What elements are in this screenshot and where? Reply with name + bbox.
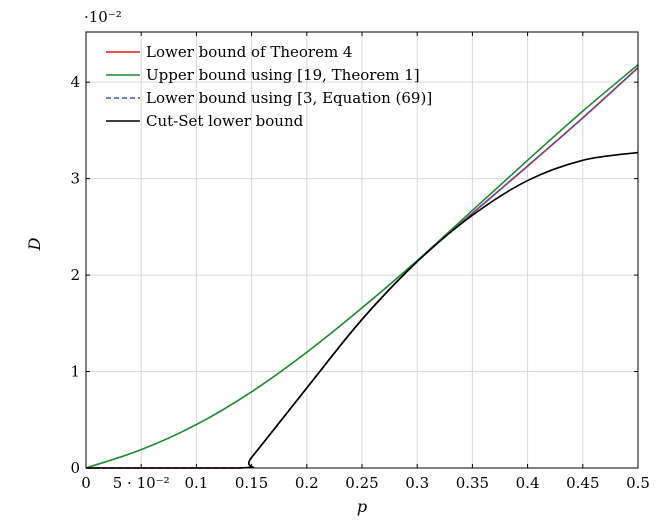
x-tick-label: 0.25 [345,474,378,492]
legend-label-4: Cut-Set lower bound [146,112,304,130]
x-tick-label: 0 [81,474,91,492]
legend-label-3: Lower bound using [3, Equation (69)] [146,89,432,107]
y-tick-label: 0 [70,459,80,477]
tick-labels: 0 5 · 10⁻² 0.1 0.15 0.2 0.25 0.3 0.35 0.4 0.45 0.5… [70,73,649,492]
x-tick-label: 0.45 [566,474,599,492]
y-tick-label: 2 [70,266,80,284]
series-line-cut-set-lower-bound [86,151,639,469]
x-tick-label: 0.4 [516,474,540,492]
x-axis-label: p [357,497,367,516]
x-tick-label: 0.2 [295,474,319,492]
y-tick-label: 1 [70,363,80,381]
legend-label-2: Upper bound using [19, Theorem 1] [146,66,420,84]
x-tick-label: 5 · 10⁻² [113,474,170,492]
series-layer [85,64,639,469]
x-tick-label: 0.15 [235,474,268,492]
y-axis-label: D [25,237,44,251]
y-tick-label: 4 [70,73,80,91]
axes [85,31,639,469]
y-tick-label: 3 [70,170,80,188]
series-line-upper-bound-using-19-theorem-1 [85,64,639,469]
legend-label-1: Lower bound of Theorem 4 [146,43,352,61]
x-tick-label: 0.3 [405,474,429,492]
x-tick-label: 0.1 [184,474,208,492]
x-tick-label: 0.35 [456,474,489,492]
legend: Lower bound of Theorem 4 Upper bound usin… [106,43,432,130]
y-scale-note: ·10⁻² [84,8,122,26]
x-tick-label: 0.5 [626,474,650,492]
